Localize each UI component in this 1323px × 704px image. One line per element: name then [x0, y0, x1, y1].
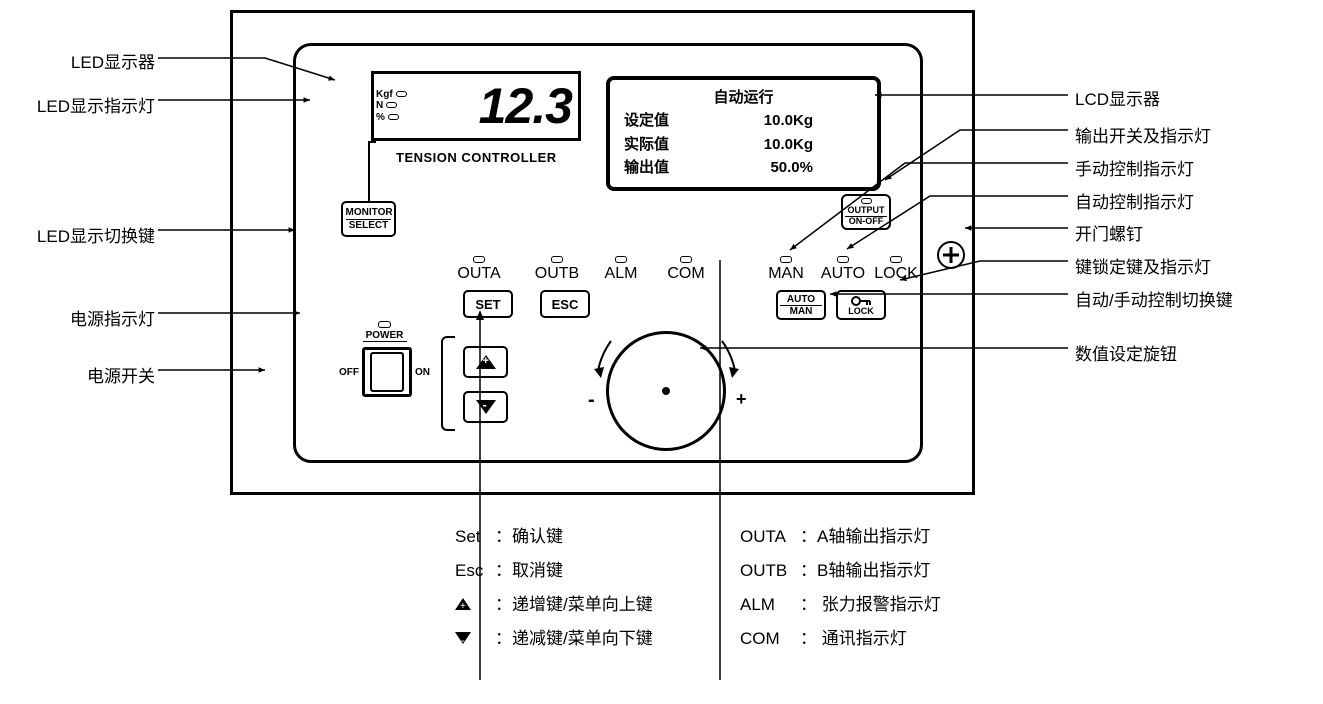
power-on-label: ON [412, 367, 433, 378]
callout-left: 电源指示灯 [70, 305, 155, 330]
bracket-icon [441, 336, 455, 431]
device-panel-inner: Kgf N % 12.3 TENSION CONTROLLER 自动运行 设定值… [293, 43, 923, 463]
callout-right: 开门螺钉 [1075, 220, 1143, 245]
lcd-title: 自动运行 [624, 86, 863, 109]
led-value: 12.3 [409, 74, 578, 138]
unit-percent: % [376, 112, 385, 124]
legend-left: Set：确认键Esc：取消键+：递增键/菜单向上键-：递减键/菜单向下键 [455, 520, 653, 656]
screw-icon [937, 241, 965, 269]
lock-button[interactable]: LOCK [836, 290, 886, 320]
output-onoff-button[interactable]: OUTPUT ON-OFF [841, 194, 891, 230]
callout-right: 手动控制指示灯 [1075, 155, 1194, 180]
auto-man-button[interactable]: AUTO MAN [776, 290, 826, 320]
power-led-icon [378, 321, 391, 328]
power-label: POWER [363, 330, 407, 342]
indicator-com: COM [671, 256, 701, 283]
led-display: Kgf N % 12.3 [371, 71, 581, 141]
callout-left: LED显示指示灯 [37, 92, 155, 117]
lcd-display: 自动运行 设定值10.0Kg 实际值10.0Kg 输出值50.0% [606, 76, 881, 191]
power-off-label: OFF [336, 367, 362, 378]
plus-triangle-icon [476, 355, 496, 369]
power-area: POWER OFF ON [336, 321, 433, 397]
led-units: Kgf N % [374, 74, 409, 138]
callout-left: LED显示器 [71, 48, 155, 73]
callout-right: 键锁定键及指示灯 [1075, 253, 1211, 278]
dial-minus: - [588, 389, 595, 412]
indicator-outa: OUTA [464, 256, 494, 283]
up-button[interactable] [463, 346, 508, 378]
unit-n: N [376, 100, 383, 112]
output-led-icon [861, 198, 872, 204]
indicator-outb: OUTB [542, 256, 572, 283]
callout-right: LCD显示器 [1075, 85, 1160, 110]
unit-kgf: Kgf [376, 89, 393, 101]
key-icon [851, 295, 871, 307]
callout-right: 数值设定旋钮 [1075, 340, 1177, 365]
indicator-auto: AUTO [828, 256, 858, 283]
callout-left: 电源开关 [87, 362, 155, 387]
indicator-alm: ALM [606, 256, 636, 283]
callout-right: 自动控制指示灯 [1075, 188, 1194, 213]
monitor-select-button[interactable]: MONITOR SELECT [341, 201, 396, 237]
callout-right: 输出开关及指示灯 [1075, 122, 1211, 147]
down-button[interactable] [463, 391, 508, 423]
set-button[interactable]: SET [463, 290, 513, 318]
legend-right: OUTA：A轴输出指示灯OUTB：B轴输出指示灯ALM： 张力报警指示灯COM：… [740, 520, 941, 656]
dial-arrows-icon [586, 311, 748, 461]
dial-plus: + [736, 389, 747, 410]
power-switch[interactable] [362, 347, 412, 397]
callout-left: LED显示切换键 [37, 222, 155, 247]
callout-right: 自动/手动控制切换键 [1075, 286, 1233, 311]
minus-triangle-icon [476, 400, 496, 414]
indicator-lock: LOCK [881, 256, 911, 283]
device-panel-outer: Kgf N % 12.3 TENSION CONTROLLER 自动运行 设定值… [230, 10, 975, 495]
indicator-man: MAN [771, 256, 801, 283]
esc-button[interactable]: ESC [540, 290, 590, 318]
tension-controller-label: TENSION CONTROLLER [396, 150, 557, 165]
